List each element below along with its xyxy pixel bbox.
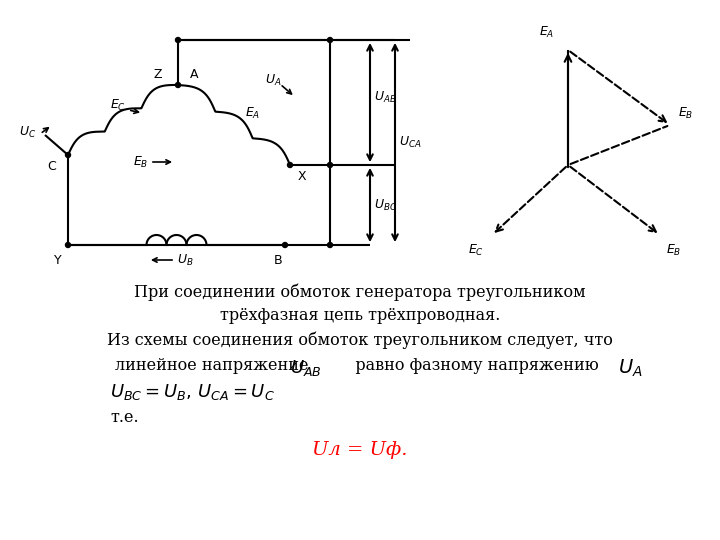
Text: $U_A$: $U_A$ xyxy=(265,72,282,87)
Text: равно фазному напряжению: равно фазному напряжению xyxy=(340,356,599,374)
Text: трёхфазная цепь трёхпроводная.: трёхфазная цепь трёхпроводная. xyxy=(220,307,500,323)
Circle shape xyxy=(66,242,71,247)
Text: $E_A$: $E_A$ xyxy=(539,25,554,40)
Circle shape xyxy=(66,152,71,158)
Text: $E_C$: $E_C$ xyxy=(468,243,484,258)
Text: $U_{BC}=U_B,\,U_{CA}=U_C$: $U_{BC}=U_B,\,U_{CA}=U_C$ xyxy=(110,382,275,402)
Text: Z: Z xyxy=(153,69,162,82)
Text: $E_B$: $E_B$ xyxy=(132,154,148,170)
Text: $U_{BC}$: $U_{BC}$ xyxy=(374,198,397,213)
Text: $U_C$: $U_C$ xyxy=(19,124,37,139)
Text: $U_{AB}$: $U_{AB}$ xyxy=(374,90,397,105)
Text: $U_{CA}$: $U_{CA}$ xyxy=(399,135,422,150)
Text: $E_B$: $E_B$ xyxy=(678,105,693,120)
Text: линейное напряжение: линейное напряжение xyxy=(115,356,308,374)
Text: Y: Y xyxy=(54,253,62,267)
Text: $E_C$: $E_C$ xyxy=(110,97,126,112)
Circle shape xyxy=(282,242,287,247)
Circle shape xyxy=(176,83,181,87)
Text: Из схемы соединения обмоток треугольником следует, что: Из схемы соединения обмоток треугольнико… xyxy=(107,331,613,349)
Text: При соединении обмоток генератора треугольником: При соединении обмоток генератора треуго… xyxy=(134,284,586,301)
Text: X: X xyxy=(298,170,307,183)
Text: $U_B$: $U_B$ xyxy=(176,252,193,267)
Text: B: B xyxy=(274,253,282,267)
Text: $U_{AB}$: $U_{AB}$ xyxy=(290,358,322,378)
Circle shape xyxy=(328,163,333,167)
Text: $E_A$: $E_A$ xyxy=(245,105,261,120)
Text: Uл = Uф.: Uл = Uф. xyxy=(312,441,408,459)
Text: $E_B$: $E_B$ xyxy=(666,243,681,258)
Text: A: A xyxy=(190,69,199,82)
Circle shape xyxy=(176,37,181,43)
Text: C: C xyxy=(48,160,56,173)
Text: т.е.: т.е. xyxy=(110,409,139,427)
Circle shape xyxy=(328,37,333,43)
Circle shape xyxy=(287,163,292,167)
Circle shape xyxy=(328,242,333,247)
Text: $U_A$: $U_A$ xyxy=(618,357,643,379)
